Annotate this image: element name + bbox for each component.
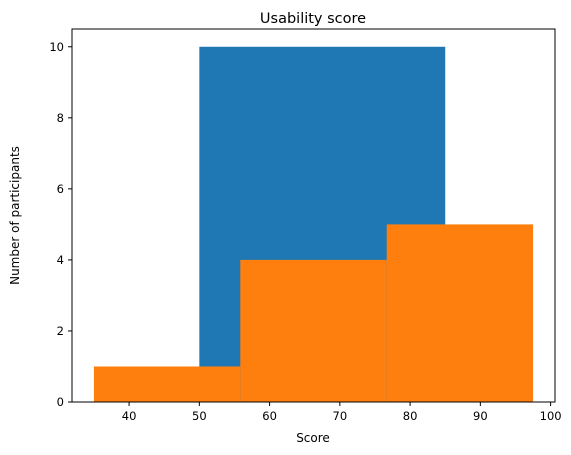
histogram-bar-series2-bin3 bbox=[386, 224, 534, 402]
y-tick-label: 6 bbox=[57, 182, 64, 196]
y-axis-label: Number of participants bbox=[8, 146, 22, 285]
histogram-bar-series2-bin1 bbox=[93, 366, 241, 402]
x-axis-label: Score bbox=[296, 431, 330, 445]
x-tick-label: 50 bbox=[192, 409, 207, 423]
chart-title: Usability score bbox=[260, 11, 366, 27]
y-tick-label: 2 bbox=[57, 324, 64, 338]
y-axis-ticks: 0 2 4 6 8 10 bbox=[49, 40, 72, 409]
y-tick-label: 0 bbox=[57, 395, 64, 409]
x-tick-label: 100 bbox=[540, 409, 562, 423]
plot-frame bbox=[71, 28, 556, 403]
x-axis-ticks: 40 50 60 70 80 90 100 bbox=[122, 402, 562, 423]
x-tick-label: 90 bbox=[473, 409, 488, 423]
y-tick-label: 4 bbox=[57, 253, 64, 267]
histogram-bar-series2-bin2 bbox=[240, 259, 387, 402]
y-tick-label: 8 bbox=[57, 111, 64, 125]
x-tick-label: 80 bbox=[403, 409, 418, 423]
x-tick-label: 60 bbox=[262, 409, 277, 423]
x-tick-label: 40 bbox=[122, 409, 137, 423]
y-tick-label: 10 bbox=[49, 40, 64, 54]
x-tick-label: 70 bbox=[333, 409, 348, 423]
bars bbox=[93, 46, 534, 403]
